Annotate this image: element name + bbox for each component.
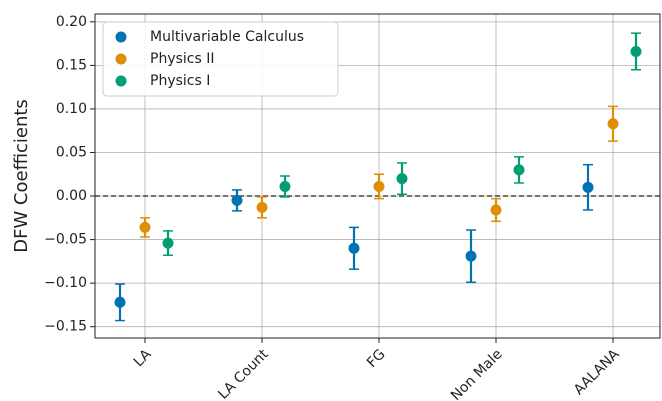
x-tick-label: LA <box>131 346 155 370</box>
x-tick-label: AALANA <box>571 346 623 398</box>
legend-marker <box>115 75 127 87</box>
point <box>231 194 243 206</box>
point <box>256 201 268 213</box>
y-tick-label: 0.00 <box>56 188 87 204</box>
x-tick-label: Non Male <box>448 346 506 401</box>
legend-marker <box>115 53 127 65</box>
legend-marker <box>115 31 127 43</box>
point <box>513 164 525 176</box>
y-tick-label: 0.05 <box>56 144 87 160</box>
plot-frame <box>94 13 661 339</box>
legend-box <box>102 21 339 97</box>
point <box>162 237 174 249</box>
point <box>279 180 291 192</box>
y-tick-label: 0.15 <box>56 57 87 73</box>
x-tick-label: LA Count <box>215 346 272 401</box>
point <box>139 221 151 233</box>
point <box>607 118 619 130</box>
y-tick-label: −0.10 <box>44 275 87 291</box>
legend-label: Physics I <box>150 73 210 89</box>
legend-label: Physics II <box>150 51 214 67</box>
y-tick-label: −0.15 <box>44 319 87 335</box>
point <box>630 45 642 57</box>
y-tick-label: −0.05 <box>44 232 87 248</box>
point <box>582 181 594 193</box>
point <box>465 250 477 262</box>
point <box>348 242 360 254</box>
point <box>373 180 385 192</box>
point <box>490 204 502 216</box>
legend-label: Multivariable Calculus <box>150 29 304 45</box>
y-tick-label: 0.20 <box>56 14 87 30</box>
point <box>114 296 126 308</box>
x-tick-label: FG <box>364 346 389 371</box>
point <box>396 173 408 185</box>
y-tick-label: 0.10 <box>56 101 87 117</box>
y-axis-label: DFW Coefficients <box>11 99 32 253</box>
